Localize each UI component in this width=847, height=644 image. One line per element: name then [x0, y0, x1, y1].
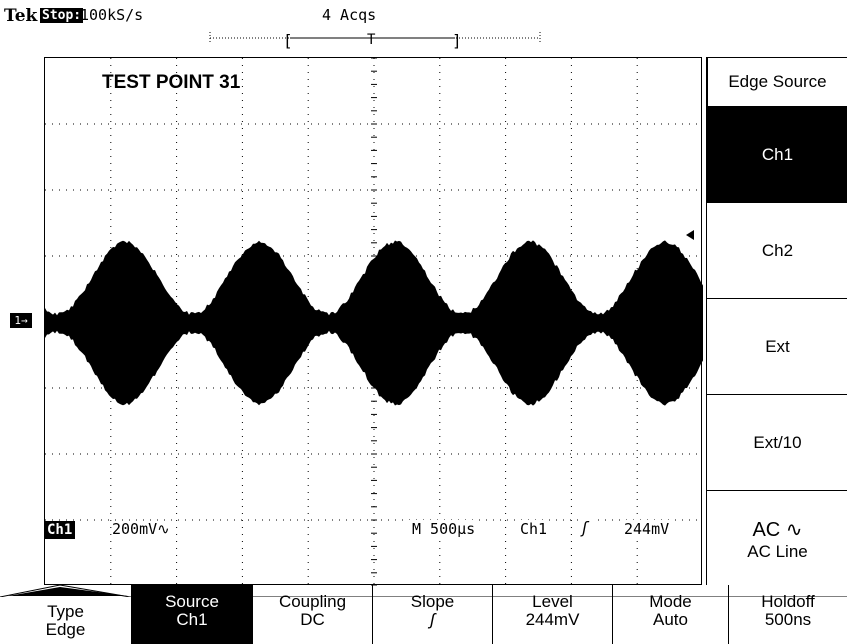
waveform-display: [44, 57, 702, 585]
menu-btn-line1: Level: [493, 593, 612, 611]
side-btn-ch2[interactable]: Ch2: [707, 203, 847, 299]
menu-btn-line2: DC: [253, 611, 372, 629]
trigger-level-arrow-icon: [686, 229, 698, 241]
svg-text:[: [: [283, 31, 293, 50]
menu-btn-mode[interactable]: Mode Auto: [612, 585, 728, 644]
record-position-indicator: [ T ]: [0, 28, 847, 58]
menu-btn-line1: Slope: [373, 593, 492, 611]
side-btn-ext10[interactable]: Ext/10: [707, 395, 847, 491]
vertical-scale-readout: 200mV∿: [112, 520, 170, 538]
menu-btn-holdoff[interactable]: Holdoff 500ns: [728, 585, 847, 644]
trigger-level-readout: 244mV: [622, 520, 671, 538]
waveform-graticule: [45, 58, 703, 586]
sample-rate-readout: 100kS/s: [80, 6, 143, 24]
side-btn-label: Ext/10: [753, 433, 801, 453]
side-btn-label: Ext: [765, 337, 790, 357]
channel-ground-marker: 1→: [10, 313, 32, 328]
menu-btn-line2: 244mV: [493, 611, 612, 629]
menu-btn-coupling[interactable]: Coupling DC: [252, 585, 372, 644]
channel-badge: Ch1: [44, 521, 75, 539]
ac-sine-icon: AC ∿: [752, 517, 802, 542]
menu-btn-type[interactable]: Type Edge: [0, 585, 131, 644]
side-btn-label: AC Line: [747, 542, 807, 562]
brand-logo: Tek: [4, 6, 37, 26]
side-btn-ext[interactable]: Ext: [707, 299, 847, 395]
menu-btn-line2: Auto: [613, 611, 728, 629]
side-menu-title: Edge Source: [707, 57, 847, 107]
side-btn-ac-line[interactable]: AC ∿ AC Line: [707, 491, 847, 587]
menu-btn-line1: Holdoff: [729, 593, 847, 611]
side-btn-label: Ch2: [762, 241, 793, 261]
menu-btn-level[interactable]: Level 244mV: [492, 585, 612, 644]
side-btn-ch1[interactable]: Ch1: [707, 107, 847, 203]
menu-btn-line1: Source: [132, 593, 252, 611]
side-btn-label: Ch1: [762, 145, 793, 165]
timebase-readout: M 500µs: [408, 520, 479, 538]
slope-icon: ʃ: [373, 611, 492, 629]
menu-btn-line1: Mode: [613, 593, 728, 611]
menu-btn-line1: Type: [0, 603, 131, 621]
run-state-badge: Stop:: [40, 8, 83, 23]
svg-text:]: ]: [452, 31, 462, 50]
menu-btn-slope[interactable]: Slope ʃ: [372, 585, 492, 644]
waveform-trace: [45, 240, 703, 405]
menu-btn-line2: Edge: [0, 621, 131, 639]
bottom-menu: Type Edge Source Ch1 Coupling DC Slope ʃ…: [0, 585, 847, 644]
side-menu: Edge Source Ch1 Ch2 Ext Ext/10 AC ∿ AC L…: [706, 57, 847, 585]
svg-text:T: T: [367, 32, 376, 48]
trigger-source-readout: Ch1: [518, 520, 549, 538]
trigger-slope-icon: ʃ: [578, 518, 592, 537]
menu-btn-line2: 500ns: [729, 611, 847, 629]
menu-btn-line2: Ch1: [132, 611, 252, 629]
screen-label: TEST POINT 31: [102, 72, 240, 94]
acquisition-count: 4 Acqs: [322, 6, 376, 24]
menu-btn-line1: Coupling: [253, 593, 372, 611]
menu-btn-source[interactable]: Source Ch1: [131, 585, 252, 644]
